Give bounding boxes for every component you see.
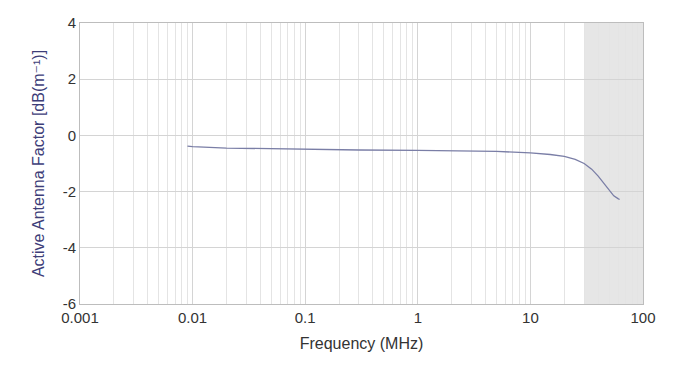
svg-text:10: 10 bbox=[522, 309, 539, 326]
svg-text:-2: -2 bbox=[63, 183, 76, 200]
svg-text:4: 4 bbox=[68, 14, 76, 31]
svg-text:0.01: 0.01 bbox=[178, 309, 207, 326]
svg-text:-4: -4 bbox=[63, 239, 76, 256]
svg-text:Active Antenna Factor [dB(m⁻¹): Active Antenna Factor [dB(m⁻¹)] bbox=[30, 50, 47, 277]
svg-text:1: 1 bbox=[414, 309, 422, 326]
svg-text:Frequency (MHz): Frequency (MHz) bbox=[300, 335, 424, 352]
svg-text:2: 2 bbox=[68, 70, 76, 87]
svg-text:0: 0 bbox=[68, 127, 76, 144]
svg-text:-6: -6 bbox=[63, 295, 76, 312]
svg-text:0.1: 0.1 bbox=[295, 309, 316, 326]
svg-text:100: 100 bbox=[630, 309, 655, 326]
svg-text:0.001: 0.001 bbox=[61, 309, 99, 326]
